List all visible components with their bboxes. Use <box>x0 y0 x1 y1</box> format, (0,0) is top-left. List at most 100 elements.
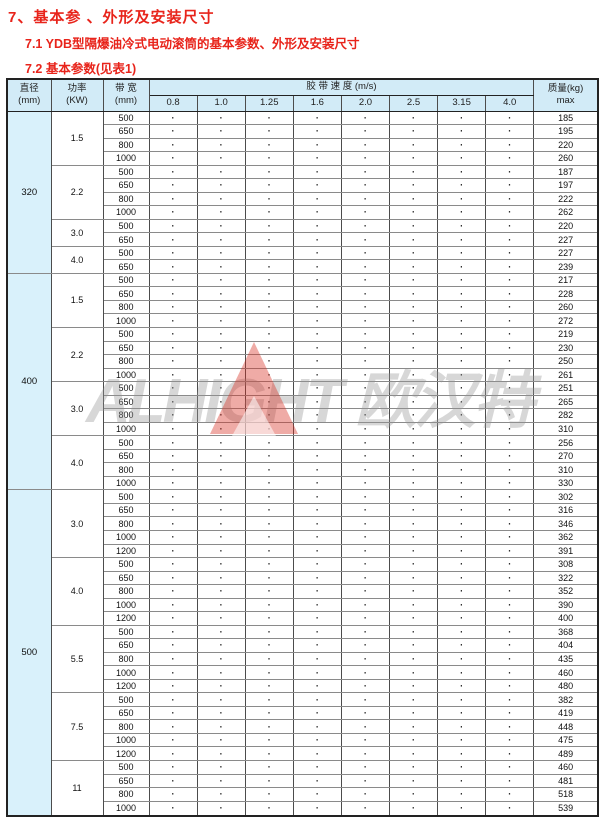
speed-dot-cell: · <box>485 557 535 572</box>
speed-dot-cell: · <box>244 137 294 153</box>
table-row: 1000 · · · · · · · · 260 <box>7 151 599 166</box>
speed-dot-cell: · <box>292 408 342 423</box>
speed-dot-cell: · <box>148 624 198 640</box>
mass-cell: 391 <box>533 543 599 559</box>
mass-cell: 270 <box>533 448 599 464</box>
speed-dot-cell: · <box>196 638 246 653</box>
speed-dot-cell: · <box>148 787 198 802</box>
speed-dot-cell: · <box>437 164 487 180</box>
bandwidth-cell: 1200 <box>102 611 150 626</box>
bandwidth-cell: 1000 <box>102 313 150 328</box>
speed-dot-cell: · <box>340 178 390 193</box>
speed-dot-cell: · <box>244 800 294 817</box>
mass-cell: 217 <box>533 272 599 288</box>
table-row: 1200 · · · · · · · · 480 <box>7 678 599 694</box>
speed-dot-cell: · <box>244 340 294 356</box>
speed-dot-cell: · <box>244 191 294 207</box>
speed-dot-cell: · <box>388 286 439 301</box>
mass-cell: 400 <box>533 611 599 626</box>
speed-dot-cell: · <box>292 462 342 477</box>
bandwidth-cell: 650 <box>102 773 150 789</box>
table-row: 650 · · · · · · · · 316 <box>7 502 599 518</box>
speed-dot-cell: · <box>148 205 198 220</box>
speed-dot-cell: · <box>485 272 535 288</box>
speed-dot-cell: · <box>148 719 198 734</box>
table-row: 650 · · · · · · · · 195 <box>7 124 599 139</box>
speed-dot-cell: · <box>148 218 198 234</box>
speed-dot-cell: · <box>437 529 487 545</box>
speed-dot-cell: · <box>244 475 294 491</box>
bandwidth-cell: 1200 <box>102 746 150 761</box>
speed-dot-cell: · <box>244 381 294 396</box>
speed-dot-cell: · <box>196 692 246 707</box>
speed-dot-cell: · <box>292 719 342 734</box>
speed-dot-cell: · <box>388 394 439 410</box>
speed-dot-cell: · <box>196 367 246 383</box>
bandwidth-cell: 1200 <box>102 678 150 694</box>
speed-dot-cell: · <box>244 205 294 220</box>
speed-dot-cell: · <box>340 313 390 328</box>
speed-dot-cell: · <box>148 638 198 653</box>
speed-dot-cell: · <box>388 218 439 234</box>
speed-dot-cell: · <box>196 164 246 180</box>
speed-dot-cell: · <box>292 327 342 342</box>
speed-dot-cell: · <box>437 638 487 653</box>
header-speed-value: 1.0 <box>196 94 246 112</box>
speed-dot-cell: · <box>437 719 487 734</box>
speed-dot-cell: · <box>244 760 294 775</box>
speed-dot-cell: · <box>388 340 439 356</box>
speed-dot-cell: · <box>196 124 246 139</box>
table-row: 4.0 500 · · · · · · · · 227 <box>7 245 599 274</box>
header-belt-speed-group: 胶 带 速 度 (m/s) <box>148 78 535 96</box>
bandwidth-cell: 650 <box>102 638 150 653</box>
table-row: 11 500 · · · · · · · · 460 <box>7 760 599 817</box>
speed-dot-cell: · <box>148 665 198 680</box>
speed-dot-cell: · <box>485 394 535 410</box>
speed-dot-cell: · <box>148 543 198 559</box>
speed-dot-cell: · <box>437 611 487 626</box>
speed-dot-cell: · <box>244 327 294 342</box>
speed-dot-cell: · <box>437 299 487 315</box>
speed-dot-cell: · <box>292 584 342 599</box>
speed-dot-cell: · <box>485 381 535 396</box>
speed-dot-cell: · <box>485 110 535 126</box>
table-row: 2.2 500 · · · · · · · · 219 <box>7 326 599 383</box>
speed-dot-cell: · <box>388 435 439 450</box>
bandwidth-cell: 500 <box>102 381 150 396</box>
speed-dot-cell: · <box>388 746 439 761</box>
speed-dot-cell: · <box>485 448 535 464</box>
speed-dot-cell: · <box>244 557 294 572</box>
speed-dot-cell: · <box>340 773 390 789</box>
bandwidth-cell: 1000 <box>102 421 150 437</box>
speed-dot-cell: · <box>292 651 342 667</box>
speed-dot-cell: · <box>148 760 198 775</box>
speed-dot-cell: · <box>148 746 198 761</box>
bandwidth-cell: 800 <box>102 354 150 369</box>
bandwidth-cell: 650 <box>102 340 150 356</box>
bandwidth-cell: 650 <box>102 705 150 721</box>
speed-dot-cell: · <box>437 421 487 437</box>
speed-dot-cell: · <box>148 259 198 274</box>
speed-dot-cell: · <box>485 665 535 680</box>
diameter-cell: 320 <box>6 110 52 274</box>
mass-cell: 310 <box>533 462 599 477</box>
mass-cell: 256 <box>533 435 599 450</box>
speed-dot-cell: · <box>437 232 487 247</box>
mass-cell: 220 <box>533 137 599 153</box>
speed-dot-cell: · <box>148 299 198 315</box>
table-row: 400 1.5 500 · · · · · · · · 217 <box>6 272 599 491</box>
mass-cell: 368 <box>533 624 599 640</box>
mass-cell: 230 <box>533 340 599 356</box>
speed-dot-cell: · <box>388 205 439 220</box>
speed-dot-cell: · <box>388 705 439 721</box>
mass-cell: 352 <box>533 584 599 599</box>
speed-dot-cell: · <box>340 381 390 396</box>
speed-dot-cell: · <box>340 489 390 504</box>
speed-dot-cell: · <box>437 178 487 193</box>
speed-dot-cell: · <box>292 787 342 802</box>
speed-dot-cell: · <box>148 448 198 464</box>
speed-dot-cell: · <box>244 570 294 586</box>
speed-dot-cell: · <box>196 773 246 789</box>
speed-dot-cell: · <box>388 597 439 613</box>
speed-dot-cell: · <box>292 340 342 356</box>
